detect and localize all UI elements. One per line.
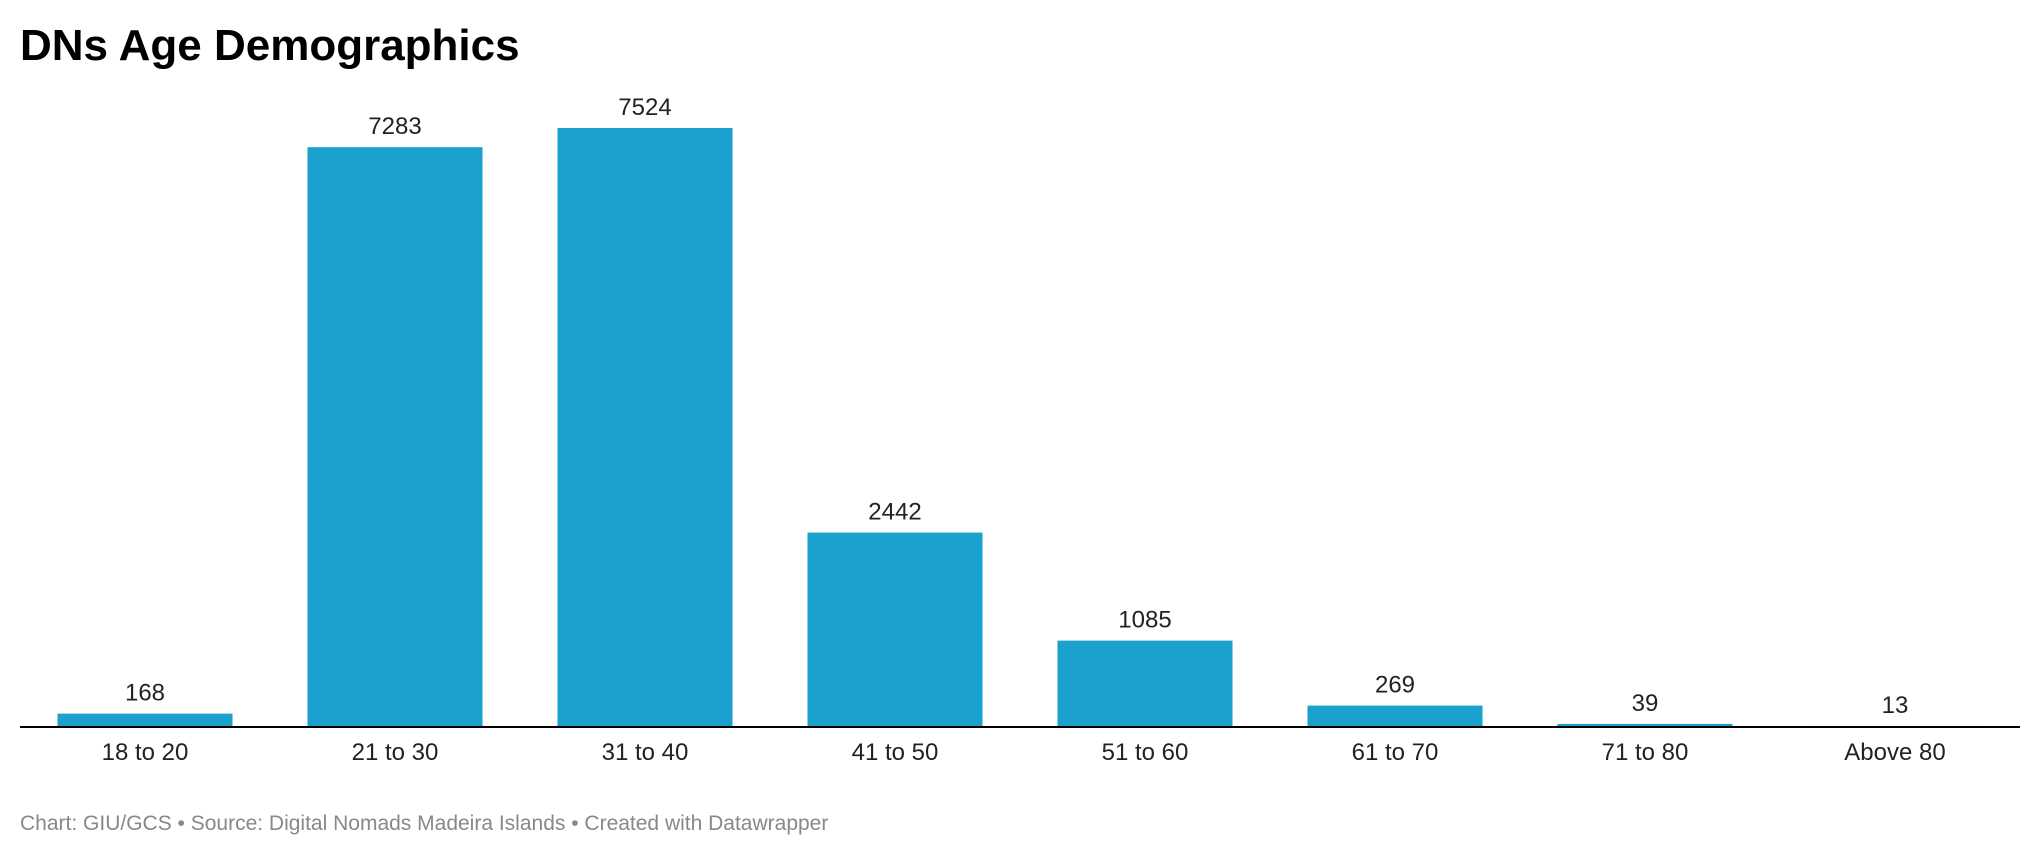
bar-1 bbox=[307, 147, 483, 727]
bar-0 bbox=[57, 713, 233, 727]
value-label-3: 2442 bbox=[868, 499, 921, 526]
x-tick-label-6: 71 to 80 bbox=[1602, 739, 1689, 766]
bar-3 bbox=[807, 532, 983, 727]
x-tick-label-3: 41 to 50 bbox=[852, 739, 939, 766]
value-labels-group: 168 7283 7524 2442 1085 269 39 13 bbox=[125, 94, 1908, 719]
bar-4 bbox=[1057, 640, 1233, 727]
value-label-6: 39 bbox=[1632, 690, 1659, 717]
chart-title: DNs Age Demographics bbox=[20, 21, 520, 70]
bar-6 bbox=[1557, 723, 1733, 727]
chart-footer-credit: Chart: GIU/GCS • Source: Digital Nomads … bbox=[20, 812, 829, 835]
value-label-5: 269 bbox=[1375, 672, 1415, 699]
value-label-1: 7283 bbox=[368, 113, 421, 140]
value-label-7: 13 bbox=[1882, 692, 1909, 719]
x-tick-label-2: 31 to 40 bbox=[602, 739, 689, 766]
value-label-0: 168 bbox=[125, 680, 165, 707]
x-tick-label-5: 61 to 70 bbox=[1352, 739, 1439, 766]
bar-5 bbox=[1307, 705, 1483, 727]
value-label-2: 7524 bbox=[618, 94, 671, 121]
x-tick-label-7: Above 80 bbox=[1844, 739, 1945, 766]
value-label-4: 1085 bbox=[1118, 607, 1171, 634]
bar-2 bbox=[557, 128, 733, 727]
x-tick-label-0: 18 to 20 bbox=[102, 739, 189, 766]
x-tick-label-4: 51 to 60 bbox=[1102, 739, 1189, 766]
tick-labels-group: 18 to 20 21 to 30 31 to 40 41 to 50 51 to 60… bbox=[102, 739, 1946, 766]
x-tick-label-1: 21 to 30 bbox=[352, 739, 439, 766]
bars-group bbox=[57, 128, 1983, 727]
